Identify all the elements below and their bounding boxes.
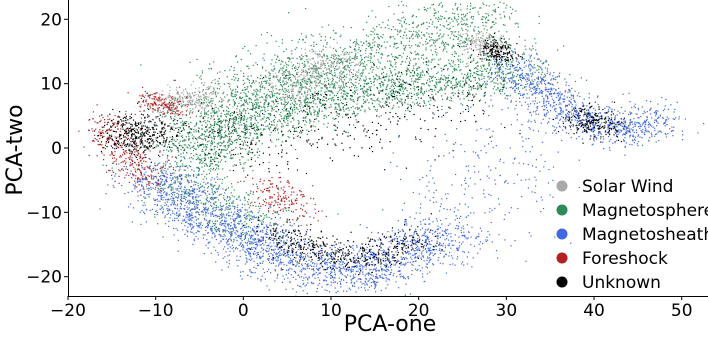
legend-entry-magnetosheath: Magnetosheath (556, 225, 708, 245)
point-cluster (470, 32, 523, 69)
plot-background (68, 0, 708, 296)
point-cluster (253, 42, 381, 109)
legend-entry-magnetosphere: Magnetosphere (556, 201, 708, 221)
x-axis-title: PCA-one (344, 312, 436, 337)
y-tick-label: 20 (40, 10, 62, 30)
y-axis-ticks: −20 −10 0 10 20 (26, 10, 68, 288)
plot-area (68, 0, 708, 298)
y-tick-label: −10 (26, 203, 62, 223)
point-cluster (127, 79, 193, 123)
point-cluster (242, 213, 443, 287)
x-tick-label: 50 (671, 301, 693, 321)
legend: Solar Wind Magnetosphere Magnetosheath Fore… (556, 177, 708, 293)
legend-marker (556, 180, 568, 192)
legend-entry-foreshock: Foreshock (556, 249, 668, 269)
scatter-points (78, 1, 705, 298)
y-axis-title: PCA-two (3, 104, 28, 195)
legend-label: Unknown (582, 273, 661, 293)
legend-label: Magnetosheath (582, 225, 708, 245)
legend-entry-unknown: Unknown (556, 273, 661, 293)
y-tick-label: −20 (26, 268, 62, 288)
series-solar-wind (140, 31, 530, 119)
x-tick-label: −10 (138, 301, 174, 321)
legend-marker (556, 276, 568, 288)
y-tick-label: 0 (51, 139, 62, 159)
point-cluster (112, 46, 539, 182)
legend-entry-solar-wind: Solar Wind (556, 177, 673, 197)
legend-marker (556, 228, 568, 240)
x-axis-ticks: −20 −10 0 10 20 30 40 50 (50, 296, 693, 321)
legend-label: Solar Wind (582, 177, 673, 197)
x-tick-label: 30 (496, 301, 518, 321)
legend-label: Foreshock (582, 249, 668, 269)
x-tick-label: 10 (320, 301, 342, 321)
y-tick-label: 10 (40, 75, 62, 95)
x-tick-label: 20 (408, 301, 430, 321)
series-unknown (92, 32, 630, 287)
legend-marker (556, 204, 568, 216)
x-tick-label: −20 (50, 301, 86, 321)
legend-marker (556, 252, 568, 264)
point-cluster (78, 104, 183, 196)
x-tick-label: 0 (238, 301, 249, 321)
point-cluster (552, 101, 630, 144)
x-tick-label: 40 (583, 301, 605, 321)
legend-label: Magnetosphere (582, 201, 708, 221)
point-cluster (237, 172, 327, 226)
series-foreshock (78, 79, 327, 226)
